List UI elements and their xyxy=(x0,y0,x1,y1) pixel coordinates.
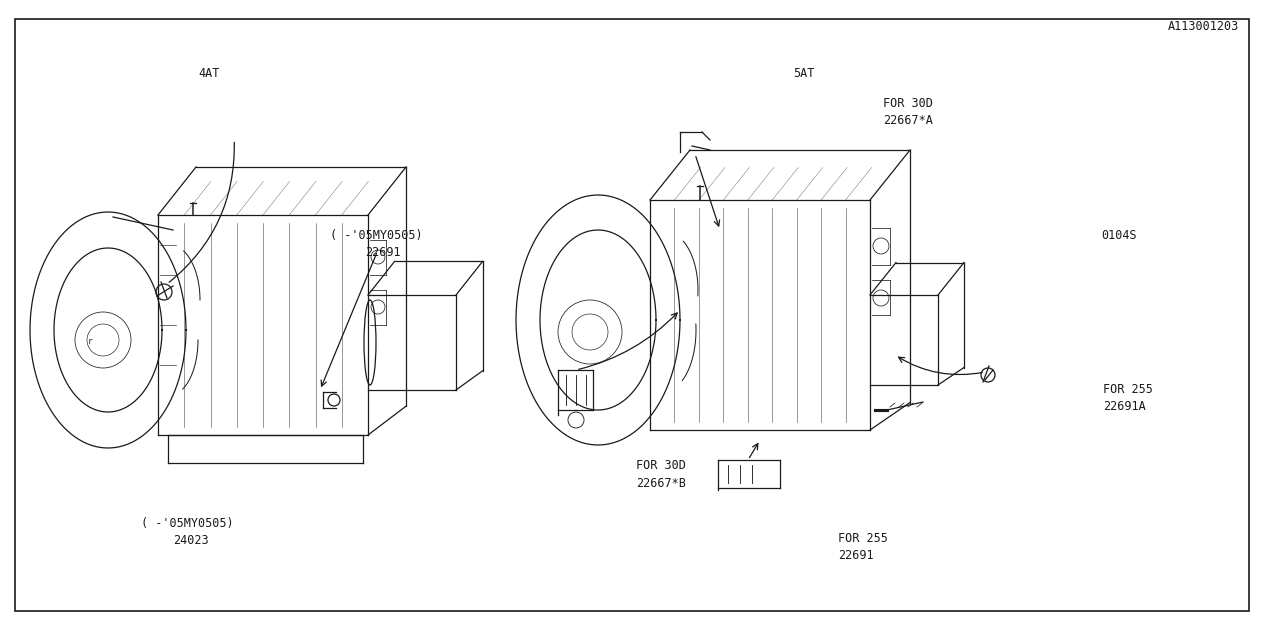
Text: r: r xyxy=(88,337,92,346)
Text: 22667*B: 22667*B xyxy=(636,477,686,490)
Text: ( -'05MY0505): ( -'05MY0505) xyxy=(141,517,233,530)
Text: 22691: 22691 xyxy=(838,549,874,562)
Text: 22691A: 22691A xyxy=(1103,400,1146,413)
Text: ( -'05MY0505): ( -'05MY0505) xyxy=(330,229,422,242)
Text: FOR 255: FOR 255 xyxy=(838,532,888,545)
Text: 22667*A: 22667*A xyxy=(883,114,933,127)
Text: FOR 30D: FOR 30D xyxy=(636,460,686,472)
Text: 4AT: 4AT xyxy=(198,67,220,80)
Text: 5AT: 5AT xyxy=(794,67,815,80)
Text: FOR 255: FOR 255 xyxy=(1103,383,1153,396)
Text: 0104S: 0104S xyxy=(1101,229,1137,242)
Text: A113001203: A113001203 xyxy=(1167,20,1239,33)
Text: FOR 30D: FOR 30D xyxy=(883,97,933,109)
Text: 22691: 22691 xyxy=(365,246,401,259)
Text: 24023: 24023 xyxy=(173,534,209,547)
